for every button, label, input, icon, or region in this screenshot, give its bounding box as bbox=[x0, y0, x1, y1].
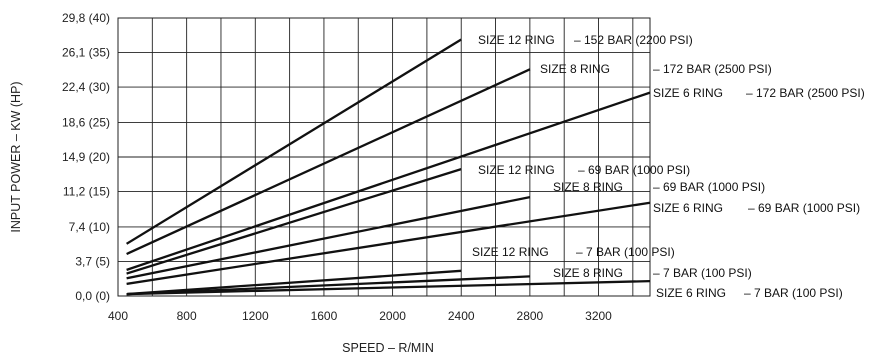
x-tick-label: 800 bbox=[177, 309, 197, 323]
series-lines bbox=[126, 38, 651, 296]
series-label-size: SIZE 8 RING bbox=[553, 180, 623, 194]
series-label-size: SIZE 12 RING bbox=[478, 33, 555, 47]
series-label-size: SIZE 6 RING bbox=[653, 86, 723, 100]
y-axis-ticks: 0,0 (0) 3,7 (5) 7,4 (10) 11,2 (15) 14,9 (20)… bbox=[62, 11, 110, 303]
series-label-size: SIZE 6 RING bbox=[656, 286, 726, 300]
y-tick-label: 22,4 (30) bbox=[62, 80, 110, 94]
grid bbox=[118, 18, 650, 296]
x-tick-label: 400 bbox=[108, 309, 128, 323]
series-label-size: SIZE 6 RING bbox=[653, 201, 723, 215]
series-line-1 bbox=[126, 38, 462, 245]
series-label-size: SIZE 8 RING bbox=[540, 62, 610, 76]
series-line-4 bbox=[126, 168, 462, 275]
y-tick-label: 3,7 (5) bbox=[75, 254, 110, 268]
x-axis-ticks: 400 800 1200 1600 2000 2400 2800 3200 bbox=[108, 309, 612, 323]
series-label-size: SIZE 12 RING bbox=[472, 245, 549, 259]
x-tick-label: 2800 bbox=[517, 309, 544, 323]
series-label-size: SIZE 12 RING bbox=[478, 163, 555, 177]
series-label-pressure: – 172 BAR (2500 PSI) bbox=[746, 86, 865, 100]
series-line-6 bbox=[126, 201, 651, 286]
series-line-3 bbox=[126, 91, 651, 271]
series-line-5 bbox=[126, 195, 531, 280]
series-label-pressure: – 152 BAR (2200 PSI) bbox=[574, 33, 693, 47]
series-labels: SIZE 12 RING – 152 BAR (2200 PSI) SIZE 8 R… bbox=[472, 33, 865, 300]
series-label-pressure: – 69 BAR (1000 PSI) bbox=[653, 180, 765, 194]
series-line-9 bbox=[126, 279, 651, 296]
series-label-pressure: – 7 BAR (100 PSI) bbox=[576, 245, 675, 259]
y-tick-label: 0,0 (0) bbox=[75, 289, 110, 303]
x-axis-label: SPEED – R/MIN bbox=[342, 341, 434, 355]
series-line-7 bbox=[126, 269, 462, 296]
series-label-pressure: – 69 BAR (1000 PSI) bbox=[748, 201, 860, 215]
series-label-size: SIZE 8 RING bbox=[553, 266, 623, 280]
x-tick-label: 3200 bbox=[585, 309, 612, 323]
y-tick-label: 7,4 (10) bbox=[69, 220, 110, 234]
y-tick-label: 18,6 (25) bbox=[62, 115, 110, 129]
x-tick-label: 1600 bbox=[311, 309, 338, 323]
x-tick-label: 1200 bbox=[242, 309, 269, 323]
plot-frame bbox=[117, 17, 651, 297]
x-tick-label: 2400 bbox=[448, 309, 475, 323]
series-label-pressure: – 69 BAR (1000 PSI) bbox=[578, 163, 690, 177]
y-axis-label: INPUT POWER – KW (HP) bbox=[9, 81, 23, 232]
x-tick-label: 2000 bbox=[379, 309, 406, 323]
series-line-8 bbox=[126, 275, 530, 296]
y-tick-label: 26,1 (35) bbox=[62, 46, 110, 60]
series-label-pressure: – 7 BAR (100 PSI) bbox=[744, 286, 843, 300]
series-line-2 bbox=[126, 68, 531, 256]
y-tick-label: 14,9 (20) bbox=[62, 150, 110, 164]
y-tick-label: 11,2 (15) bbox=[63, 185, 110, 199]
series-label-pressure: – 7 BAR (100 PSI) bbox=[653, 266, 752, 280]
series-label-pressure: – 172 BAR (2500 PSI) bbox=[653, 62, 772, 76]
y-tick-label: 29,8 (40) bbox=[62, 11, 110, 25]
